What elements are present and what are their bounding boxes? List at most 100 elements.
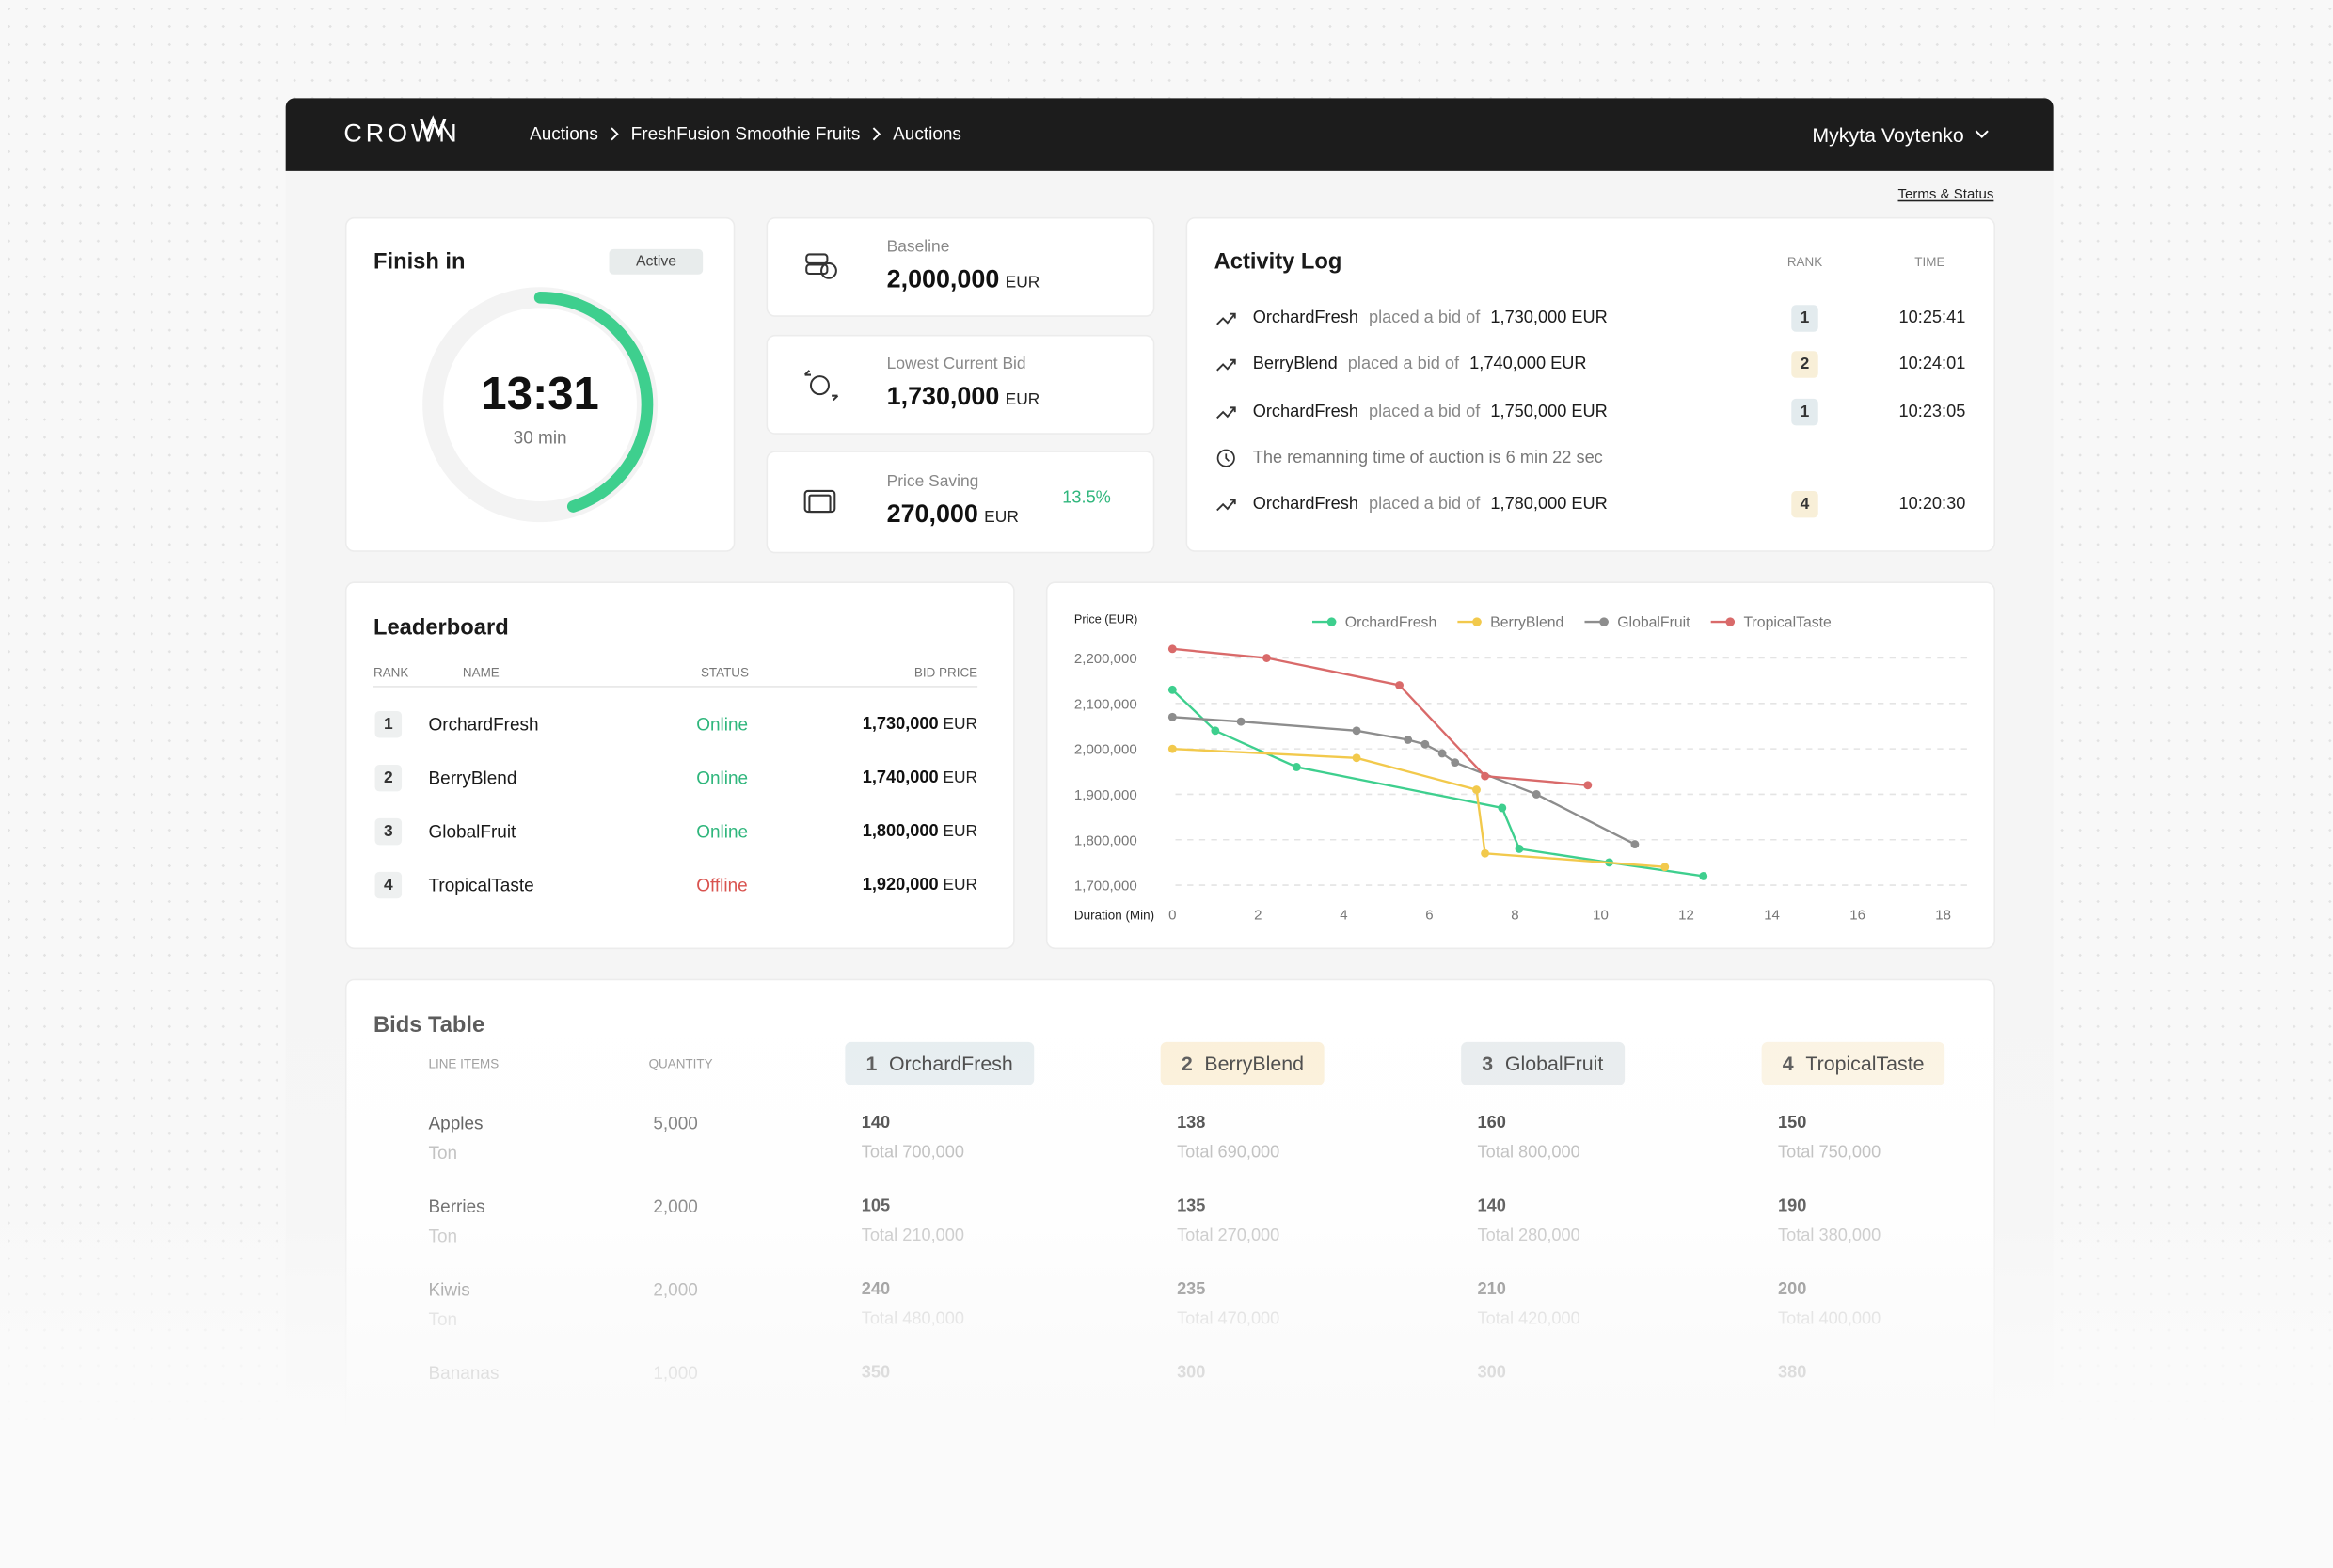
stat-card [766,216,1155,317]
saving-icon [803,489,836,514]
bidder-name: GlobalFruit [428,821,516,843]
bidder-status: Online [696,821,749,843]
breadcrumb-item[interactable]: Auctions [530,123,598,145]
series-line [1172,747,1665,868]
activity-amount: 1,750,000 EUR [1490,403,1608,421]
top-bar [285,98,2054,171]
activity-text: OrchardFresh placed a bid of 1,730,000 EUR [1253,309,1608,327]
series-line [1172,716,1636,846]
data-point [1167,712,1177,721]
data-point [1472,785,1481,795]
data-point [1404,736,1413,744]
ring-progress [426,291,654,518]
bidder-status: Online [696,768,749,789]
card-title: Activity Log [1214,248,1342,275]
baseline-icon [805,253,837,279]
bidder-name: BerryBlend [428,768,517,789]
activity-name: OrchardFresh [1252,309,1358,327]
bid-number: 1,740,000 [862,768,939,787]
clock-icon [1216,449,1235,467]
chart-card [1045,581,1995,950]
breadcrumb-item[interactable]: Auctions [893,123,961,145]
x-tick-label: 12 [1678,907,1694,923]
legend-label: GlobalFruit [1617,615,1690,631]
activity-action: placed a bid of [1369,495,1481,514]
rank-badge: 4 [1791,490,1818,518]
logo-mark [420,115,447,138]
stat-number: 2,000,000 [886,264,1000,293]
activity-action: placed a bid of [1347,356,1460,373]
data-point [1481,771,1490,781]
column-header: BID PRICE [913,664,978,680]
column-header: RANK [1786,254,1823,270]
icon-path [1216,449,1235,467]
activity-text: OrchardFresh placed a bid of 1,780,000 EUR [1253,496,1608,514]
column-header: RANK [373,664,409,680]
rank-badge: 1 [374,711,403,738]
activity-text: BerryBlend placed a bid of 1,740,000 EUR [1253,356,1587,373]
stat-value: 2,000,000 EUR [887,265,1040,295]
trend-icon [1216,312,1236,325]
card-title: Leaderboard [373,615,509,641]
activity-name: BerryBlend [1252,356,1338,373]
icons [420,115,1989,514]
activity-amount: 1,730,000 EUR [1490,309,1608,327]
activity-amount: 1,740,000 EUR [1469,356,1587,373]
data-point [1583,781,1593,790]
activity-name: OrchardFresh [1252,495,1358,514]
bid-number: 1,730,000 [862,715,939,734]
data-point [1262,654,1271,662]
data-point [1532,790,1541,799]
rank-badge: 1 [1791,398,1818,426]
bid-number: 1,800,000 [862,822,939,841]
data-point [1352,753,1361,763]
trend-icon [1216,406,1236,420]
stat-value: 1,730,000 EUR [887,382,1040,412]
bidder-name: TropicalTaste [428,874,534,896]
bid-icon [803,370,839,402]
legend-dot [1725,617,1735,626]
user-name[interactable]: Mykyta Voytenko [1812,124,1964,147]
stat-unit: EUR [1005,274,1040,292]
activity-card [1185,216,1995,552]
stat-number: 1,730,000 [886,382,1000,411]
legend-dot [1599,617,1609,626]
rank-badge: 2 [374,764,403,792]
x-tick-label: 10 [1593,907,1609,923]
data-point [1211,726,1220,736]
breadcrumb-item[interactable]: FreshFusion Smoothie Fruits [630,123,861,145]
x-tick-label: 4 [1340,907,1347,923]
bid-price: 1,740,000 EUR [863,769,977,787]
data-point [1395,681,1404,689]
y-tick-label: 1,700,000 [1074,879,1137,895]
column-header: TIME [1914,254,1945,270]
activity-action: placed a bid of [1369,403,1481,421]
x-axis-label: Duration (Min) [1074,908,1154,922]
breadcrumb: Auctions FreshFusion Smoothie Fruits Aucti… [530,123,961,144]
bidder-name: OrchardFresh [428,714,539,736]
data-point [1236,717,1246,726]
activity-action: placed a bid of [1369,309,1481,327]
activity-time: 10:25:41 [1898,309,1966,327]
data-point [1167,744,1177,753]
stat-unit: EUR [984,508,1019,527]
rank-badge: 2 [1791,351,1818,378]
activity-amount: 1,780,000 EUR [1490,495,1608,514]
stat-number: 270,000 [886,499,978,529]
bottom-fade [0,952,2333,1568]
chevron [611,127,619,141]
user-chevron [1975,130,1989,138]
trend-icon [1216,499,1236,512]
x-tick-label: 0 [1168,907,1176,923]
y-tick-label: 1,900,000 [1074,787,1137,803]
rank-badge: 4 [374,871,403,899]
terms-link[interactable]: Terms & Status [1897,186,1994,203]
data-point [1352,726,1361,736]
legend-dot [1326,617,1337,626]
legend-dot [1472,617,1482,626]
countdown-ring [422,287,659,523]
leaderboard-card [344,581,1015,950]
rank-badge: 3 [374,817,403,846]
